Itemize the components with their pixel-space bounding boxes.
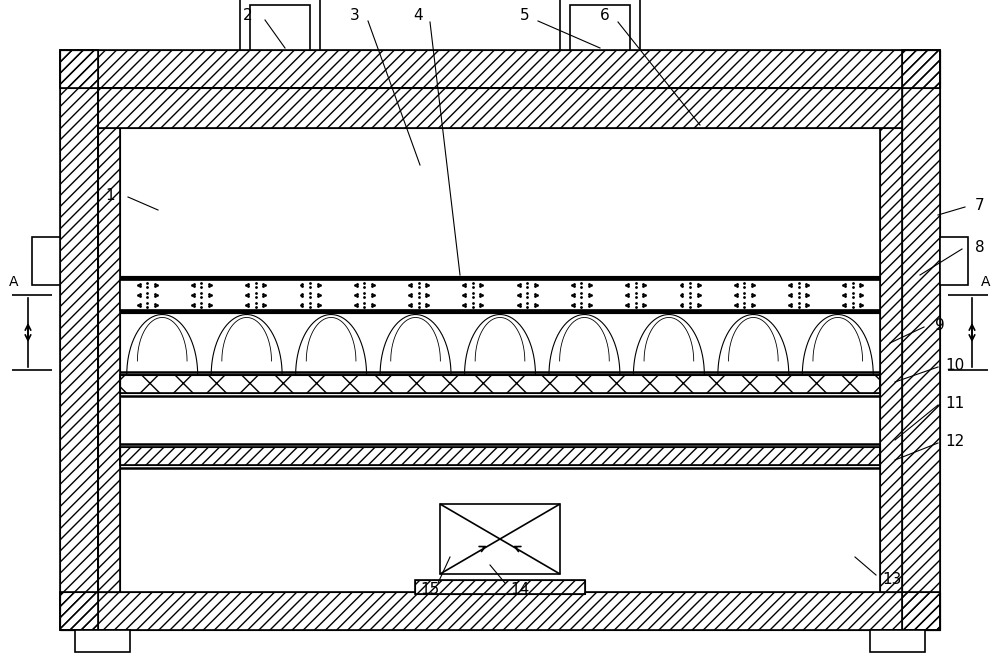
Bar bbox=[120, 280, 880, 310]
Bar bbox=[880, 88, 902, 592]
Text: 7: 7 bbox=[975, 198, 985, 213]
Bar bbox=[60, 592, 940, 630]
Text: 1: 1 bbox=[105, 188, 115, 203]
Text: 14: 14 bbox=[510, 583, 530, 597]
Bar bbox=[880, 88, 902, 592]
Text: 5: 5 bbox=[520, 7, 530, 23]
Bar bbox=[902, 50, 940, 630]
Bar bbox=[60, 592, 940, 630]
Bar bbox=[870, 630, 925, 652]
Bar bbox=[560, 0, 640, 50]
Bar bbox=[60, 50, 940, 88]
Bar bbox=[75, 630, 130, 652]
Bar bbox=[120, 447, 880, 465]
Bar bbox=[120, 447, 880, 465]
Bar bbox=[98, 88, 902, 128]
Bar bbox=[250, 5, 310, 50]
Bar bbox=[60, 50, 98, 630]
Bar bbox=[32, 237, 60, 285]
Bar bbox=[120, 375, 880, 393]
Text: 11: 11 bbox=[945, 396, 965, 410]
Bar bbox=[415, 580, 585, 594]
Bar bbox=[570, 5, 630, 50]
Bar bbox=[60, 50, 940, 88]
Text: 3: 3 bbox=[350, 7, 360, 23]
Text: A: A bbox=[981, 275, 991, 289]
Bar bbox=[98, 88, 120, 592]
Text: 8: 8 bbox=[975, 239, 985, 255]
Text: 2: 2 bbox=[243, 7, 253, 23]
Bar bbox=[240, 0, 320, 50]
Bar bbox=[98, 88, 120, 592]
Text: 10: 10 bbox=[945, 358, 965, 372]
Text: 15: 15 bbox=[420, 583, 440, 597]
Text: 9: 9 bbox=[935, 317, 945, 332]
Text: 13: 13 bbox=[882, 573, 902, 587]
Text: 6: 6 bbox=[600, 7, 610, 23]
Bar bbox=[98, 88, 902, 128]
Text: 12: 12 bbox=[945, 434, 965, 448]
Text: A: A bbox=[9, 275, 19, 289]
Bar bbox=[120, 375, 880, 393]
Bar bbox=[415, 580, 585, 594]
Bar bbox=[60, 50, 98, 630]
Bar bbox=[98, 88, 902, 592]
Bar bbox=[940, 237, 968, 285]
Text: 4: 4 bbox=[413, 7, 423, 23]
Bar bbox=[440, 504, 560, 574]
Bar bbox=[902, 50, 940, 630]
